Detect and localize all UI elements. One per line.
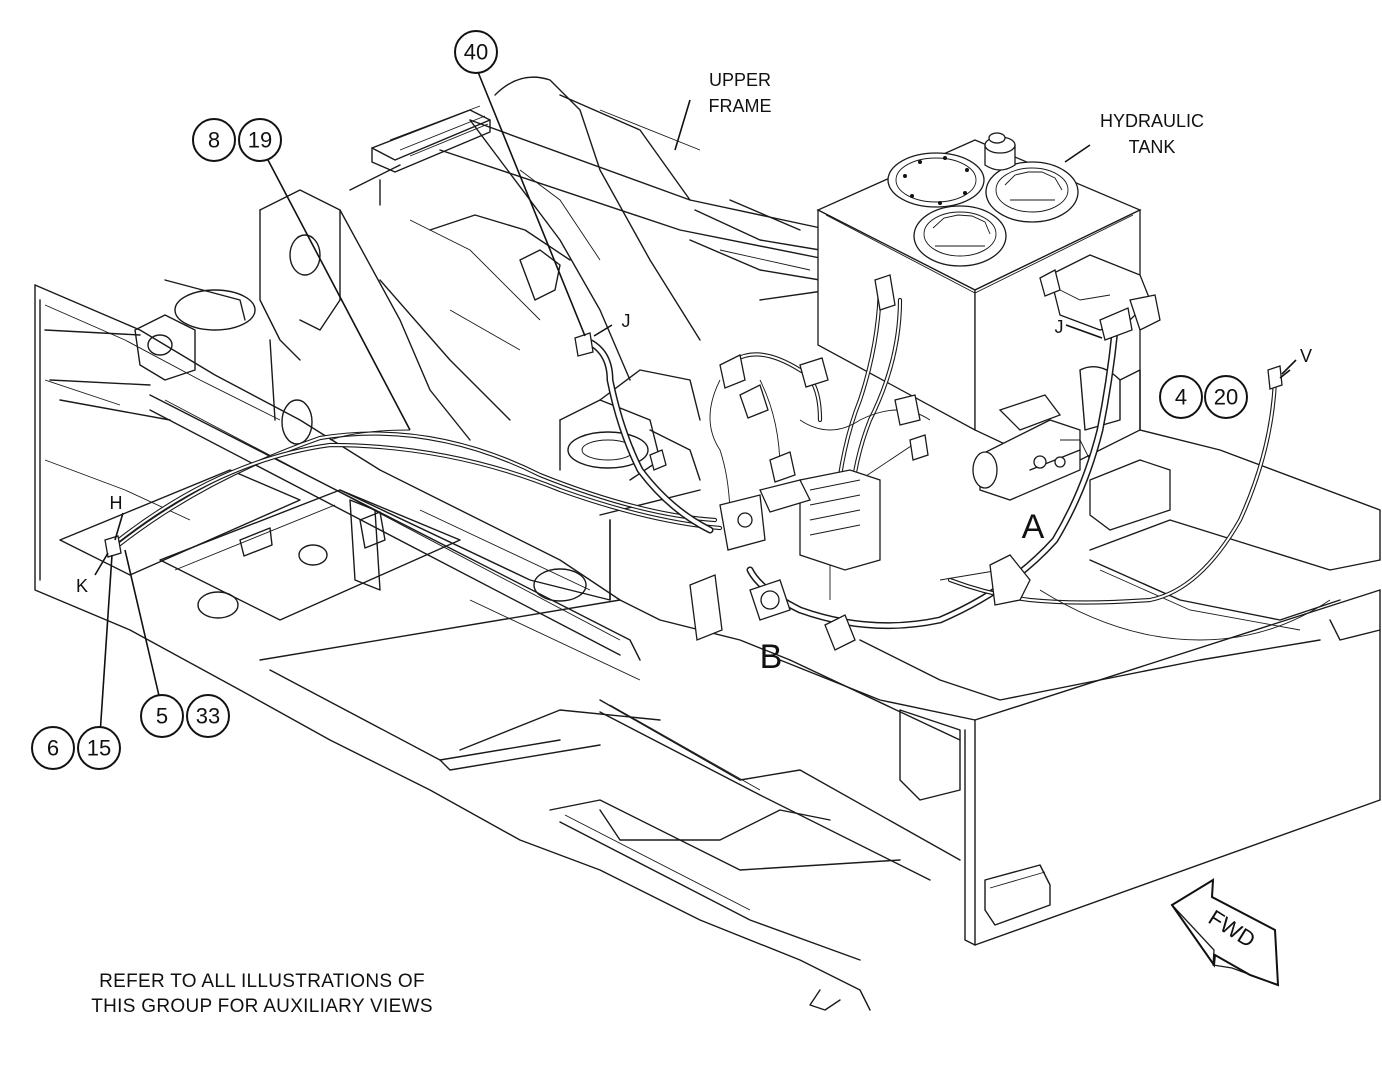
- callout-15-text: 15: [87, 736, 111, 761]
- callout-15: 15: [77, 726, 121, 770]
- callout-8-text: 8: [208, 128, 220, 153]
- forward-direction-arrow: FWD: [1170, 878, 1280, 987]
- hydraulic-tank: [816, 132, 1171, 531]
- callout-4: 4: [1159, 375, 1203, 419]
- callout-19-text: 19: [248, 128, 272, 153]
- callout-20: 20: [1204, 375, 1248, 419]
- callout-33-text: 33: [196, 704, 220, 729]
- callout-6-text: 6: [47, 736, 59, 761]
- text-labels: UPPER FRAME HYDRAULIC TANK A B J J V H K…: [76, 70, 1312, 1017]
- callout-40: 40: [454, 30, 498, 74]
- callout-6: 6: [31, 726, 75, 770]
- callout-8: 8: [192, 118, 236, 162]
- callout-5-text: 5: [156, 704, 168, 729]
- point-v-label: V: [1300, 346, 1312, 366]
- callout-19: 19: [238, 118, 282, 162]
- view-a-label: A: [1022, 508, 1045, 546]
- upper-frame: [34, 76, 1381, 1011]
- point-j-left-label: J: [622, 311, 631, 331]
- point-j-right-label: J: [1055, 317, 1064, 337]
- callout-40-text: 40: [464, 40, 488, 65]
- callout-5: 5: [140, 694, 184, 738]
- note-line1: REFER TO ALL ILLUSTRATIONS OF: [99, 971, 425, 992]
- upper-frame-label-line2: FRAME: [709, 96, 772, 116]
- leader-lines: [94, 71, 1297, 736]
- point-k-label: K: [76, 576, 88, 596]
- point-h-label: H: [110, 493, 123, 513]
- view-b-label: B: [760, 638, 783, 676]
- note-line2: THIS GROUP FOR AUXILIARY VIEWS: [91, 996, 433, 1017]
- callout-4-text: 4: [1175, 385, 1187, 410]
- valve-blocks: [104, 274, 1283, 651]
- upper-frame-label-line1: UPPER: [709, 70, 771, 90]
- hydraulic-tank-label-line2: TANK: [1129, 137, 1176, 157]
- hydraulic-tank-label-line1: HYDRAULIC: [1100, 111, 1204, 131]
- callout-20-text: 20: [1214, 385, 1238, 410]
- callout-33: 33: [186, 694, 230, 738]
